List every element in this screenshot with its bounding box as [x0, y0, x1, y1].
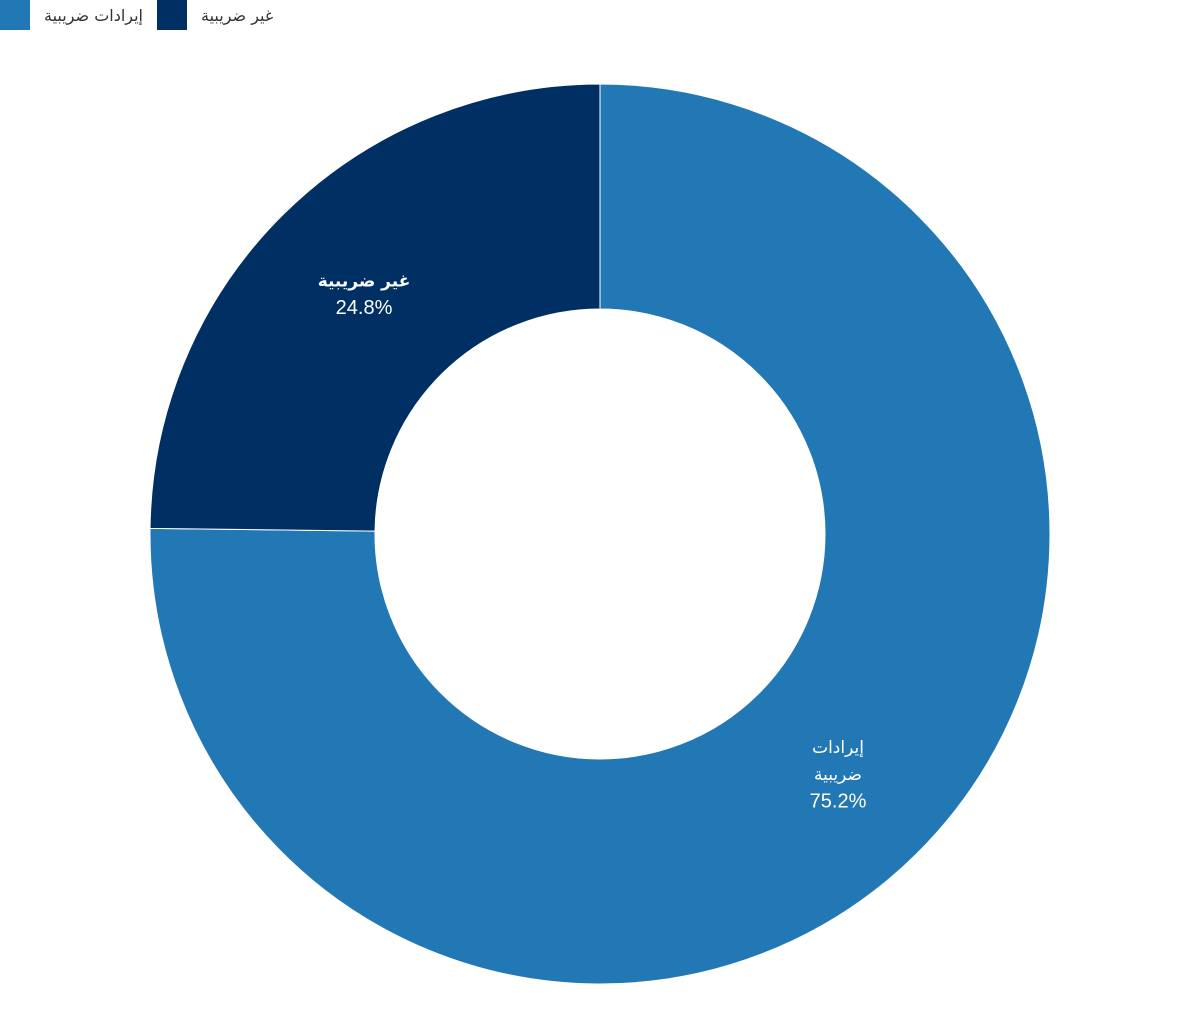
slice-label-name-non-tax: غير ضريبية	[318, 272, 411, 292]
slice-label-name-tax-revenue: ضريبية	[814, 765, 862, 785]
donut-slice-tax-revenue[interactable]	[149, 83, 1051, 985]
chart-legend: إيرادات ضريبية غير ضريبية	[0, 0, 287, 30]
donut-labels: إيرادات ضريبية 75.2% غير ضريبية 24.8%	[318, 272, 867, 813]
slice-label-value-non-tax: 24.8%	[336, 297, 393, 319]
donut-slice-non-tax[interactable]	[149, 83, 601, 532]
legend-swatch-non-tax	[157, 0, 187, 30]
legend-item-tax-revenue[interactable]: إيرادات ضريبية	[0, 0, 143, 30]
slice-label-name-tax-revenue: إيرادات	[812, 738, 864, 758]
legend-label-non-tax: غير ضريبية	[201, 5, 274, 25]
legend-swatch-tax-revenue	[0, 0, 30, 30]
legend-label-tax-revenue: إيرادات ضريبية	[44, 5, 143, 25]
slice-label-value-tax-revenue: 75.2%	[810, 790, 867, 812]
donut-slices	[149, 83, 1051, 985]
legend-item-non-tax[interactable]: غير ضريبية	[157, 0, 273, 30]
